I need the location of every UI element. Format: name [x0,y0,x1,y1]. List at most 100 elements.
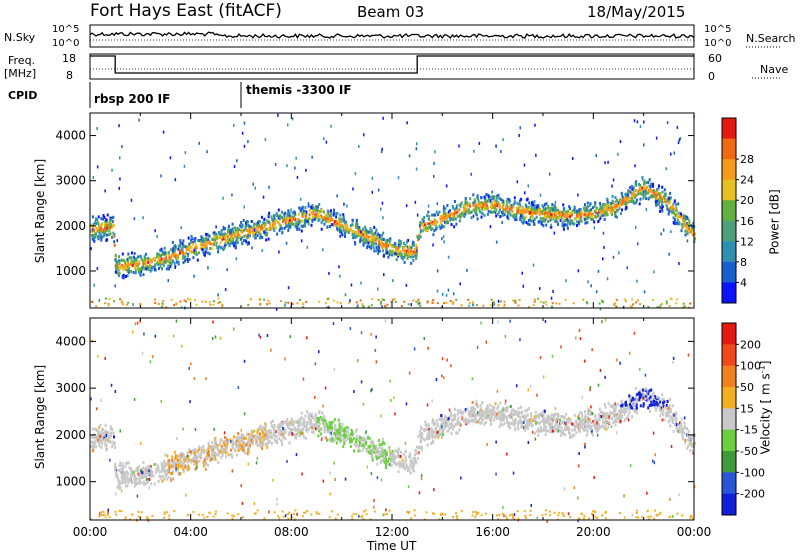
velocity-echo-cell [682,437,684,441]
nave-tick-top: 60 [708,52,722,65]
power-echo-cell [355,219,358,223]
velocity-echo-cell [489,411,492,415]
power-echo-cell [571,157,574,160]
power-colorbar-swatch [722,138,736,160]
power-echo-cell [615,298,618,301]
power-echo-cell [554,220,557,223]
power-echo-cell [562,227,565,231]
power-echo-cell [589,211,591,215]
power-echo-cell [349,299,351,303]
power-echo-cell [193,250,196,254]
power-echo-cell [416,300,419,303]
power-echo-cell [352,236,355,240]
power-echo-cell [499,208,501,212]
velocity-echo-cell [472,414,475,417]
power-echo-cell [362,230,365,234]
power-echo-cell [629,186,631,189]
velocity-echo-cell [243,451,246,455]
power-echo-cell [180,226,182,230]
power-echo-cell [611,195,614,198]
velocity-echo-cell [587,412,589,416]
velocity-echo-cell [594,426,597,430]
power-echo-cell [680,213,683,217]
velocity-echo-cell [170,464,173,468]
velocity-echo-cell [667,414,670,418]
velocity-echo-cell [121,471,124,475]
velocity-echo-cell [680,425,683,428]
power-echo-cell [498,203,501,207]
velocity-echo-cell [308,420,311,424]
power-echo-cell [514,301,517,304]
power-echo-cell [432,299,435,302]
power-echo-cell [678,262,680,265]
power-echo-cell [168,256,171,260]
power-echo-cell [99,227,102,231]
power-echo-cell [606,210,608,214]
power-echo-cell [267,237,270,241]
power-echo-cell [474,199,477,203]
velocity-echo-cell [520,405,523,409]
power-echo-cell [288,211,291,215]
power-echo-cell [391,245,394,249]
power-echo-cell [616,205,619,209]
velocity-echo-cell [414,458,417,462]
power-echo-cell [329,209,332,213]
velocity-echo-cell [245,443,248,447]
power-echo-cell [249,230,252,234]
power-echo-cell [406,256,409,260]
power-echo-cell [453,212,456,216]
velocity-echo-cell [464,410,467,414]
velocity-echo-cell [167,475,170,479]
power-echo-cell [158,253,161,257]
power-echo-cell [549,207,552,211]
velocity-echo-cell [344,439,347,443]
power-echo-cell [586,302,589,305]
power-echo-cell [656,202,659,206]
power-echo-cell [557,222,559,226]
velocity-echo-cell [456,408,459,412]
power-echo-cell [368,237,371,241]
power-echo-cell [480,201,483,205]
power-echo-cell [602,211,605,215]
velocity-echo-cell [597,427,600,431]
power-echo-cell [498,210,501,214]
velocity-echo-cell [427,432,430,436]
power-echo-cell [377,244,380,248]
velocity-echo-cell [451,418,454,422]
power-echo-cell [667,212,670,216]
power-echo-cell [501,213,504,217]
velocity-echo-cell [509,422,512,426]
velocity-echo-cell [299,420,302,424]
velocity-echo-cell [232,439,234,443]
power-echo-cell [430,228,433,232]
power-echo-cell [408,154,411,158]
velocity-echo-cell [161,464,163,468]
velocity-echo-cell [639,389,641,393]
power-echo-cell [242,218,245,222]
velocity-echo-cell [569,432,572,436]
power-echo-cell [357,234,360,237]
velocity-echo-cell [338,422,341,426]
power-echo-cell [414,252,417,256]
power-echo-cell [541,210,544,214]
power-echo-cell [631,184,633,188]
power-echo-cell [365,238,368,242]
power-echo-cell [203,245,206,249]
power-echo-cell [638,186,641,190]
velocity-echo-cell [436,424,439,428]
velocity-echo-cell [587,407,590,411]
power-echo-cell [564,215,567,218]
power-echo-cell [501,206,504,209]
power-echo-cell [691,233,694,237]
power-echo-cell [551,305,553,308]
power-echo-cell [370,304,373,307]
power-echo-cell [599,204,602,208]
velocity-echo-cell [450,432,453,435]
power-echo-cell [603,217,606,221]
power-echo-cell [638,202,641,206]
power-echo-cell [285,241,288,245]
velocity-echo-cell [552,416,555,420]
power-echo-cell [104,189,106,193]
velocity-echo-cell [567,417,570,421]
velocity-echo-cell [371,443,374,447]
